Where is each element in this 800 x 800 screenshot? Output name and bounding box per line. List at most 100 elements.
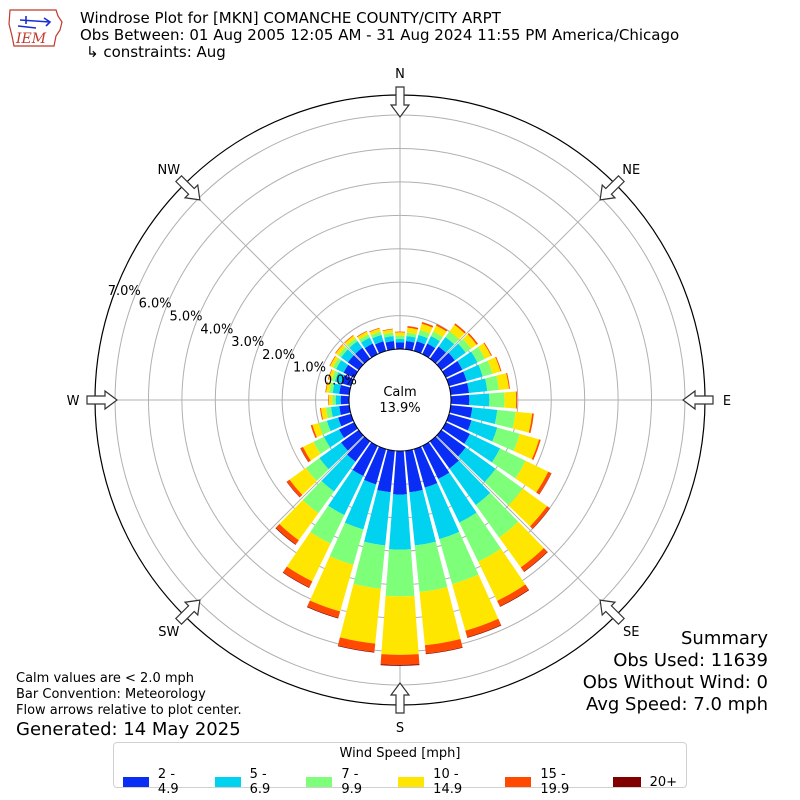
wind-bar-segment: [446, 371, 467, 387]
wind-bar-segment: [341, 349, 354, 363]
legend-swatch: [214, 777, 241, 787]
wind-bar-segment: [325, 407, 333, 419]
wind-bar-segment: [436, 352, 455, 371]
wind-bar-segment: [372, 334, 384, 345]
legend-label: 10 - 14.9: [433, 767, 463, 797]
wind-bar-segment: [339, 405, 351, 415]
wind-bar-segment: [512, 411, 533, 433]
wind-bar-segment: [302, 480, 334, 514]
wind-bar-segment: [494, 409, 516, 429]
wind-bar-segment: [353, 541, 386, 589]
wind-bar-segment: [421, 321, 434, 328]
calm-circle: [348, 348, 452, 452]
wind-bar-segment: [528, 413, 534, 434]
wind-bar-segment: [449, 382, 470, 395]
generated-date: Generated: 14 May 2025: [16, 719, 241, 740]
wind-bar-segment: [385, 340, 395, 351]
wind-bar-segment: [436, 323, 448, 332]
wind-bar-segment: [381, 595, 419, 655]
wind-bar-segment: [416, 334, 428, 345]
wind-bar-segment: [309, 556, 354, 612]
wind-bar-segment: [491, 448, 526, 479]
wind-bar-segment: [438, 472, 477, 523]
flow-arrow-icon: [389, 86, 411, 118]
wind-bar-segment: [369, 328, 381, 336]
legend-swatch: [612, 777, 641, 787]
wind-bar-segment: [312, 422, 323, 438]
compass-label: SE: [623, 625, 639, 640]
wind-bar-segment: [338, 413, 354, 427]
wind-bar-segment: [328, 394, 330, 406]
wind-bar-segment: [418, 330, 430, 339]
legend-label: 7 - 9.9: [341, 767, 363, 797]
chart-title: Windrose Plot for [MKN] COMANCHE COUNTY/…: [80, 9, 501, 27]
wind-bar-segment: [343, 364, 358, 378]
wind-bar-segment: [389, 494, 411, 550]
wind-bar-segment: [424, 638, 463, 654]
compass-label: NW: [157, 163, 180, 178]
wind-bar-segment: [413, 341, 426, 354]
wind-bar-segment: [497, 584, 529, 607]
wind-bar-segment: [335, 344, 344, 354]
summary-heading: Summary: [681, 628, 768, 649]
wind-bar-segment: [282, 572, 310, 588]
wind-bar-segment: [395, 342, 405, 350]
angular-grid-line: [183, 183, 365, 365]
legend-item: 2 - 4.9: [123, 767, 197, 797]
wind-bar-segment: [520, 547, 548, 572]
wind-bar-segment: [364, 446, 387, 485]
wind-bar-segment: [414, 541, 448, 593]
wind-bar-segment: [330, 406, 341, 418]
wind-bar-segment: [449, 405, 473, 418]
wind-bar-segment: [487, 357, 501, 374]
wind-bar-segment: [395, 335, 405, 340]
chart-subtitle-constraints: ↳ constraints: Aug: [86, 43, 226, 61]
logo-mark: [17, 16, 52, 29]
wind-bar-segment: [344, 335, 356, 346]
flow-arrow-icon: [599, 599, 626, 626]
wind-bar-segment: [352, 442, 378, 477]
radial-tick-label: 0.0%: [324, 373, 357, 388]
wind-bar-segment: [430, 331, 443, 342]
wind-bar-segment: [467, 420, 498, 442]
wind-bar-segment: [471, 346, 486, 363]
angular-grid-line: [183, 435, 365, 617]
compass-label: W: [67, 394, 80, 409]
summary-obs-used: Obs Used: 11639: [613, 650, 768, 671]
wind-bar-segment: [442, 361, 463, 378]
legend-swatch: [398, 777, 425, 787]
legend-item: 20+: [612, 767, 677, 797]
wind-bar-segment: [313, 436, 331, 455]
wind-bar-segment: [439, 531, 479, 585]
wind-bar-segment: [538, 473, 552, 495]
wind-bar-segment: [506, 372, 510, 389]
wind-bar-segment: [405, 449, 423, 493]
wind-bar-segment: [335, 344, 346, 356]
wind-bar-segment: [485, 375, 499, 392]
wind-bar-segment: [496, 373, 509, 390]
wind-bar-segment: [513, 433, 540, 460]
wind-bar-segment: [483, 342, 492, 356]
wind-bar-segment: [329, 382, 335, 394]
wind-bar-segment: [422, 343, 436, 358]
legend-swatch: [306, 777, 333, 787]
wind-bar-segment: [452, 574, 499, 631]
wind-bar-segment: [530, 506, 550, 529]
wind-bar-segment: [321, 454, 356, 492]
wind-bar-segment: [467, 624, 502, 638]
wind-bar-segment: [385, 549, 415, 597]
wind-bar-segment: [478, 548, 526, 601]
wind-bar-segment: [341, 429, 364, 451]
wind-bar-segment: [329, 355, 336, 367]
legend: Wind Speed [mph] 2 - 4.9 5 - 6.9 7 - 9.9 10…: [113, 742, 687, 797]
wind-bar-segment: [393, 450, 407, 495]
legend-swatch: [505, 777, 532, 787]
legend-items: 2 - 4.9 5 - 6.9 7 - 9.9 10 - 14.9 15 - 19.9 2…: [114, 767, 686, 797]
wind-bar-segment: [335, 395, 341, 405]
wind-bar-segment: [339, 583, 381, 644]
summary-block: Summary Obs Used: 11639 Obs Without Wind…: [583, 628, 768, 716]
wind-bar-segment: [289, 467, 317, 495]
legend-item: 5 - 6.9: [214, 767, 289, 797]
wind-bar-segment: [495, 356, 502, 372]
chart-subtitle-obs-range: Obs Between: 01 Aug 2005 12:05 AM - 31 A…: [80, 26, 680, 44]
